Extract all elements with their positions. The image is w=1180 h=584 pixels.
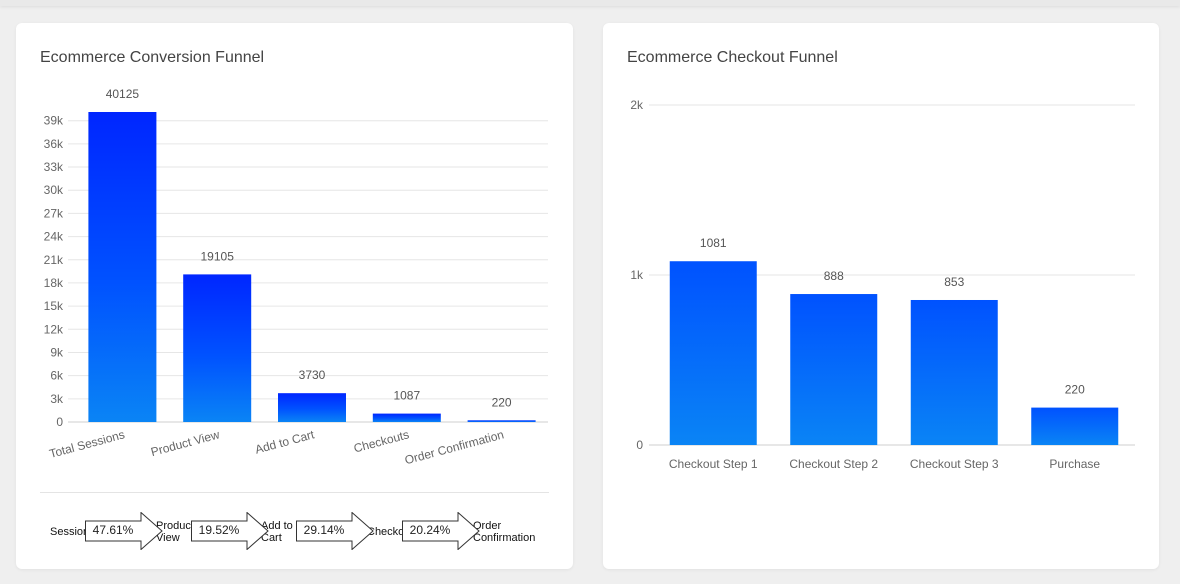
funnel-rate-value: 19.52% (198, 523, 240, 537)
y-tick-label: 1k (630, 268, 644, 282)
funnel-rate-arrow: 47.61% (85, 512, 163, 550)
arrow-shape (191, 512, 269, 550)
divider (40, 492, 549, 493)
x-tick-label: Product View (149, 427, 221, 459)
y-tick-label: 3k (50, 392, 64, 406)
y-tick-label: 12k (44, 322, 64, 336)
checkout-funnel-card: Ecommerce Checkout Funnel 0 1k 2k 1081 Check… (603, 23, 1159, 569)
y-tick-label: 0 (636, 438, 643, 452)
y-tick-label: 9k (50, 345, 64, 359)
x-tick-label: Order Confirmation (403, 427, 505, 467)
data-label: 853 (944, 275, 964, 289)
bar (1031, 407, 1119, 445)
funnel-rate-arrow: 29.14% (296, 512, 374, 550)
data-label: 888 (824, 269, 844, 283)
bar (910, 299, 998, 445)
funnel-rate-arrow: 20.24% (402, 512, 480, 550)
top-toolbar-edge (0, 0, 1180, 6)
bar (372, 413, 441, 422)
funnel-rate-value: 20.24% (409, 523, 451, 537)
y-tick-label: 27k (44, 206, 64, 220)
funnel-stage-label: Checkouts (367, 526, 403, 538)
data-label: 220 (1065, 383, 1085, 397)
bar (88, 112, 157, 422)
y-tick-label: 0 (56, 415, 63, 429)
data-label: 19105 (201, 249, 235, 263)
y-tick-label: 39k (44, 114, 64, 128)
data-label: 3730 (299, 368, 326, 382)
funnel-stage-label: Sessions (50, 526, 86, 538)
arrow-shape (85, 512, 163, 550)
x-tick-label: Checkout Step 3 (910, 457, 999, 471)
checkout-funnel-chart: 0 1k 2k 1081 Checkout Step 1 888 Checkout Step… (630, 98, 1135, 471)
bar (467, 420, 536, 422)
bar (669, 261, 757, 445)
bar (790, 294, 878, 445)
y-tick-label: 33k (44, 160, 64, 174)
y-tick-label: 24k (44, 230, 64, 244)
x-tick-label: Checkouts (352, 427, 410, 455)
y-tick-label: 15k (44, 299, 64, 313)
bar (183, 274, 252, 422)
card-title: Ecommerce Conversion Funnel (40, 49, 265, 66)
arrow-shape (296, 512, 374, 550)
card-title: Ecommerce Checkout Funnel (627, 49, 838, 66)
data-label: 1081 (700, 236, 727, 250)
data-label: 220 (492, 395, 512, 409)
funnel-rate-value: 47.61% (92, 523, 134, 537)
y-tick-label: 2k (630, 98, 644, 112)
arrow-shape (402, 512, 480, 550)
y-tick-label: 18k (44, 276, 64, 290)
funnel-rate-value: 29.14% (303, 523, 345, 537)
x-tick-label: Checkout Step 1 (669, 457, 758, 471)
x-tick-label: Total Sessions (48, 427, 126, 461)
y-tick-label: 21k (44, 253, 64, 267)
x-tick-label: Add to Cart (254, 427, 317, 456)
conversion-funnel-card: Ecommerce Conversion Funnel 0 3k 6k 9k 12k 15… (16, 23, 573, 569)
y-tick-label: 6k (50, 369, 64, 383)
funnel-stage-label: Order Confirmation (473, 520, 536, 544)
funnel-stage-label: Product View (156, 520, 194, 544)
y-tick-label: 30k (44, 183, 64, 197)
y-tick-label: 36k (44, 137, 64, 151)
funnel-rate-arrow: 19.52% (191, 512, 269, 550)
bar (278, 393, 346, 422)
data-label: 40125 (106, 87, 140, 101)
conversion-funnel-chart: 0 3k 6k 9k 12k 15k 18k 21k 24k 27k 30k 33k 36k 39k 401… (44, 87, 548, 467)
x-tick-label: Purchase (1049, 457, 1100, 471)
data-label: 1087 (393, 389, 420, 403)
x-tick-label: Checkout Step 2 (789, 457, 878, 471)
